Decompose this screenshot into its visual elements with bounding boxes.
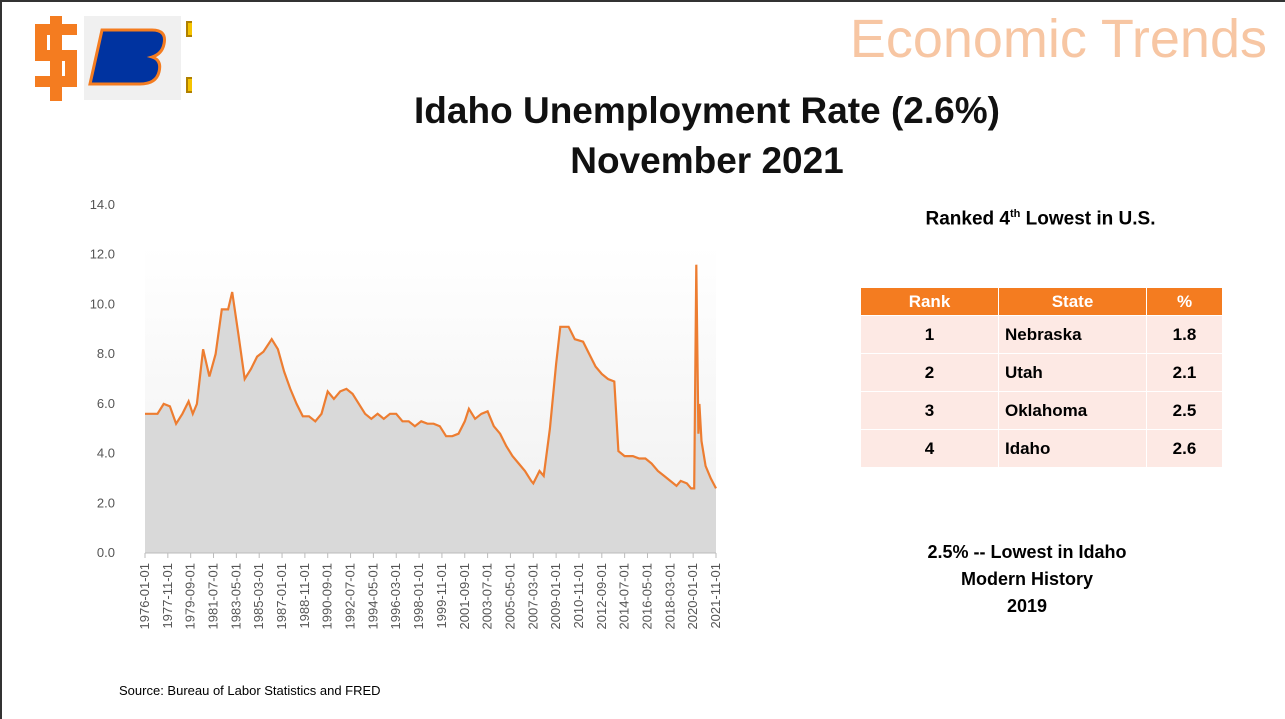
cell: 2.6 [1146,429,1223,468]
chart: 0.0 2.0 4.0 6.0 8.0 10.0 12.0 14.0 1976-01-01 197… [90,197,723,630]
isu-logo [35,16,77,101]
x-tick-label: 2012-09-01 [594,563,609,630]
x-tick-label: 2010-11-01 [571,563,586,629]
cell: Nebraska [998,315,1147,354]
y-tick-label: 0.0 [97,545,115,560]
x-tick-label: 1994-05-01 [365,563,380,630]
chart-subtitle: November 2021 [570,140,844,181]
y-tick-label: 4.0 [97,446,115,461]
y-tick-label: 6.0 [97,396,115,411]
x-tick-label: 1979-09-01 [183,563,198,630]
ui-logo [186,21,192,93]
heading-text: Ranked 4 [925,208,1010,230]
column-header: State [998,287,1147,316]
x-tick-label: 2005-05-01 [502,563,517,630]
x-tick-label: 2009-01-01 [548,563,563,630]
chart-title: Idaho Unemployment Rate (2.6%) [414,90,1000,131]
y-tick-label: 8.0 [97,346,115,361]
x-tick-label: 1998-01-01 [411,563,426,630]
column-header: Rank [860,287,999,316]
row: 2 Utah 2.1 [860,353,1223,392]
x-tick-label: 1977-11-01 [160,563,175,629]
x-tick-label: 1987-01-01 [274,563,289,630]
column-header: % [1146,287,1223,316]
x-tick-label: 2014-07-01 [617,563,632,630]
x-tick-label: 2020-01-01 [685,563,700,630]
row: 3 Oklahoma 2.5 [860,391,1223,430]
cell: 1.8 [1146,315,1223,354]
x-tick-label: 1976-01-01 [137,563,152,630]
cell: 1 [860,315,999,354]
ranking-table: Rank State% 1 Nebraska 1.8 2 Utah 2.1 3 Oklahoma 2… [860,287,1223,468]
x-tick-label: 1992-07-01 [343,563,358,630]
cell: Oklahoma [998,391,1147,430]
x-tick-label: 1981-07-01 [206,563,221,630]
logos [35,16,192,101]
x-tick-label: 2016-05-01 [639,563,654,630]
x-tick-label: 2018-03-01 [662,563,677,630]
y-tick-label: 2.0 [97,495,115,510]
cell: 4 [860,429,999,468]
x-tick-label: 1983-05-01 [228,563,243,630]
x-tick-label: 1988-11-01 [297,563,312,629]
source: Source: Bureau of Labor Statistics and F… [119,683,381,698]
row: 1 Nebraska 1.8 [860,315,1223,354]
bsu-logo [88,28,166,86]
cell: Utah [998,353,1147,392]
x-tick-label: 2001-09-01 [457,563,472,630]
y-tick-label: 14.0 [90,197,115,212]
ranking-heading: Ranked 4th Lowest in U.S. [862,208,1219,230]
x-tick-label: 1996-03-01 [388,563,403,630]
y-tick-label: 10.0 [90,296,115,311]
slide-title: Economic Trends [849,9,1267,69]
x-tick-label: 2003-07-01 [480,563,495,630]
cell: 3 [860,391,999,430]
row: 4 Idaho 2.6 [860,429,1223,468]
note: Modern History [960,569,1093,589]
x-tick-label: 1990-09-01 [320,563,335,630]
cell: Idaho [998,429,1147,468]
note: 2019 [1006,596,1048,616]
heading-text: Lowest in U.S. [1020,208,1156,230]
x-tick-label: 1985-03-01 [251,563,266,630]
heading-sup: th [1009,208,1021,220]
x-tick-label: 2007-03-01 [525,563,540,630]
note: 2.5% -- Lowest in Idaho [927,542,1127,562]
x-tick-label: 1999-11-01 [434,563,449,629]
cell: 2 [860,353,999,392]
cell: 2.1 [1146,353,1223,392]
y-tick-label: 12.0 [90,247,115,262]
cell: 2.5 [1146,391,1223,430]
line [145,264,717,490]
x-tick-label: 2021-11-01 [708,563,723,629]
